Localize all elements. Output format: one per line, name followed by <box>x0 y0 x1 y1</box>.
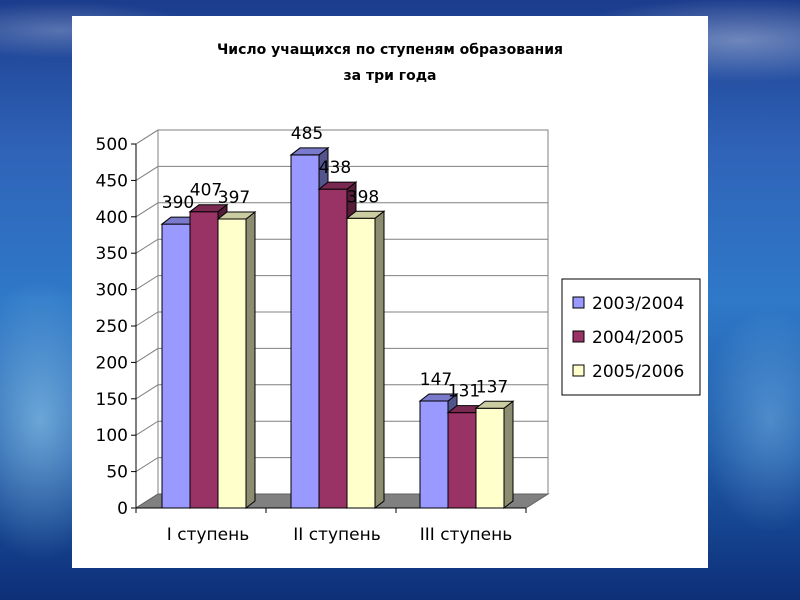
legend-box <box>561 278 701 396</box>
chart-title-line-1: Число учащихся по ступеням образования <box>217 42 563 58</box>
x-category-label: I ступень <box>167 525 249 545</box>
gridline <box>135 165 548 181</box>
bar-2005-2006-2 <box>346 217 376 509</box>
gridline <box>135 457 548 473</box>
gridline <box>135 129 548 145</box>
gridline <box>135 384 548 400</box>
x-category-label: II ступень <box>293 525 380 545</box>
y-tick-label: 500 <box>96 135 128 155</box>
gridline <box>135 311 548 327</box>
legend-swatch-1 <box>572 296 585 309</box>
y-tick-label: 50 <box>106 463 128 483</box>
data-label: 390 <box>162 193 194 213</box>
gridline <box>135 347 548 363</box>
data-label: 398 <box>347 187 379 207</box>
bar-2003-2004-3 <box>419 400 449 509</box>
bar-top <box>345 210 386 219</box>
y-tick-label: 450 <box>96 171 128 191</box>
y-tick-label: 150 <box>96 390 128 410</box>
legend-label-1: 2003/2004 <box>592 294 684 314</box>
bar-2005-2006-1 <box>217 218 247 509</box>
bar-top <box>188 204 229 213</box>
bar-2004-2005-2 <box>318 188 348 509</box>
bar-2004-2005-3 <box>447 412 477 509</box>
bar-2005-2006-3 <box>475 407 505 509</box>
gridline <box>135 275 548 291</box>
data-label: 397 <box>218 188 250 208</box>
x-category-label: III ступень <box>420 525 512 545</box>
gridline <box>135 238 548 254</box>
bar-top <box>418 393 459 402</box>
data-label: 407 <box>190 181 222 201</box>
legend-swatch-3 <box>572 364 585 377</box>
y-tick-label: 200 <box>96 353 128 373</box>
bar-side <box>245 210 256 510</box>
legend-swatch-2 <box>572 330 585 343</box>
legend-label-2: 2004/2005 <box>592 328 684 348</box>
gridline <box>135 420 548 436</box>
chart-title-line-2: за три года <box>344 68 437 84</box>
bar-top <box>289 147 330 156</box>
y-tick-label: 350 <box>96 244 128 264</box>
bar-top <box>216 211 257 220</box>
data-label: 137 <box>476 377 508 397</box>
y-tick-label: 300 <box>96 281 128 301</box>
data-label: 438 <box>319 158 351 178</box>
bar-top <box>317 181 358 190</box>
bar-2003-2004-1 <box>161 223 191 509</box>
chart-panel: Число учащихся по ступеням образования з… <box>72 16 708 568</box>
bar-2004-2005-1 <box>189 211 219 509</box>
data-label: 485 <box>291 124 323 144</box>
bar-chart: Число учащихся по ступеням образования з… <box>96 42 701 545</box>
bar-top <box>474 400 515 409</box>
y-tick-label: 0 <box>117 499 128 519</box>
y-tick-label: 400 <box>96 208 128 228</box>
data-label: 147 <box>420 370 452 390</box>
data-label: 131 <box>448 382 480 402</box>
gridline <box>135 202 548 218</box>
y-tick-label: 250 <box>96 317 128 337</box>
legend-label-3: 2005/2006 <box>592 362 684 382</box>
bar-2003-2004-2 <box>290 154 320 509</box>
y-tick-label: 100 <box>96 426 128 446</box>
bar-side <box>503 400 514 510</box>
bar-side <box>374 210 385 510</box>
